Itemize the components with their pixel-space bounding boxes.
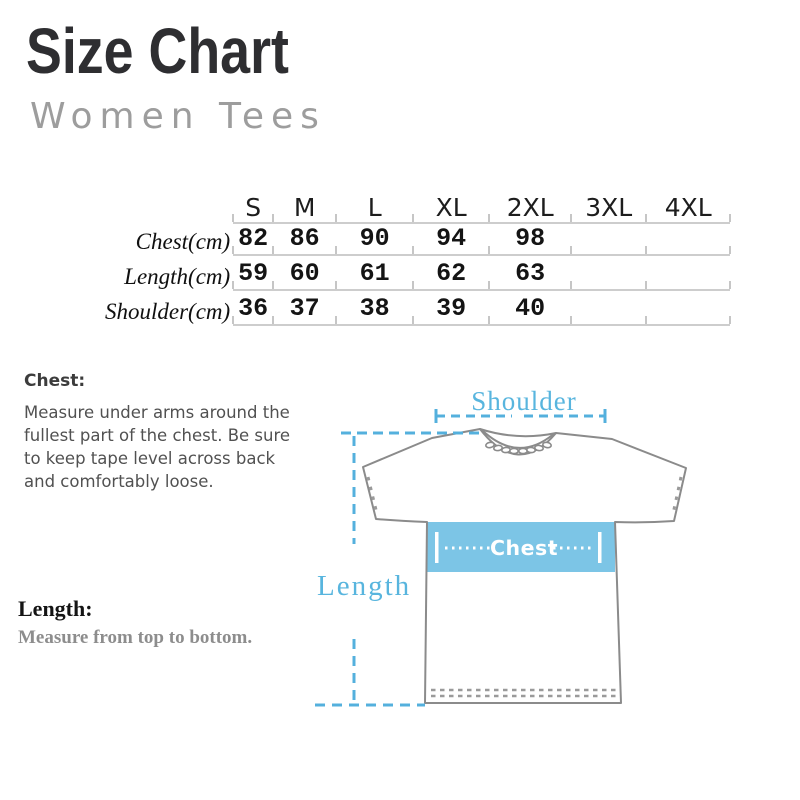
collar-stitch-chain — [485, 441, 552, 455]
page-title: Size Chart — [26, 15, 289, 87]
chest-value-m: 86 — [272, 223, 337, 256]
col-header-3xl: 3XL — [570, 193, 647, 224]
col-header-2xl: 2XL — [488, 193, 572, 224]
length-instruction-heading: Length: — [18, 596, 93, 621]
chest-value-s: 82 — [232, 223, 274, 256]
col-header-4xl: 4XL — [645, 193, 732, 224]
collar-inner-arc — [482, 430, 554, 449]
row-label-length: Length(cm) — [124, 264, 231, 289]
table-row-chest: Chest(cm) 82 86 90 94 98 — [105, 223, 732, 256]
col-header-xl: XL — [412, 193, 490, 224]
collar-outer-arc — [479, 428, 557, 456]
chest-value-4xl — [645, 223, 732, 256]
shoulder-value-3xl — [570, 290, 647, 326]
chest-instruction-heading: Chest: — [24, 371, 86, 391]
length-measure-label: Length — [317, 570, 412, 602]
shoulder-value-m: 37 — [272, 290, 337, 326]
shoulder-value-s: 36 — [232, 290, 274, 326]
table-row-length: Length(cm) 59 60 61 62 63 — [105, 255, 732, 291]
col-header-l: L — [335, 193, 414, 224]
chest-measure-label: Chest — [489, 536, 559, 560]
chest-instruction-line: Measure under arms around the — [24, 403, 290, 422]
length-instruction-text: Measure from top to bottom. — [18, 627, 253, 648]
tshirt-outline — [362, 428, 687, 704]
shoulder-value-4xl — [645, 290, 732, 326]
length-value-xl: 62 — [412, 255, 490, 291]
chest-value-l: 90 — [335, 223, 414, 256]
length-value-2xl: 63 — [488, 255, 572, 291]
chest-value-xl: 94 — [412, 223, 490, 256]
measurement-lines — [315, 409, 607, 707]
chest-value-3xl — [570, 223, 647, 256]
length-value-m: 60 — [272, 255, 337, 291]
size-table: S M L XL 2XL 3XL 4XL Chest(cm) 82 86 90 … — [105, 193, 732, 326]
length-value-l: 61 — [335, 255, 414, 291]
chest-instruction-line: and comfortably loose. — [24, 472, 214, 491]
length-value-s: 59 — [232, 255, 274, 291]
row-label-shoulder: Shoulder(cm) — [105, 299, 231, 324]
page-subtitle: Women Tees — [30, 96, 326, 137]
stitching — [366, 476, 683, 698]
shoulder-value-xl: 39 — [412, 290, 490, 326]
col-header-m: M — [272, 193, 337, 224]
shoulder-measure-label: Shoulder — [471, 386, 577, 416]
chest-measure-marks — [435, 532, 602, 563]
col-header-s: S — [232, 193, 274, 224]
size-table-header-row: S M L XL 2XL 3XL 4XL — [105, 193, 732, 224]
chest-instructions: Chest: Measure under arms around the ful… — [24, 371, 324, 493]
length-instructions: Length: Measure from top to bottom. — [18, 596, 318, 649]
chest-instruction-line: fullest part of the chest. Be sure — [24, 426, 291, 445]
table-row-shoulder: Shoulder(cm) 36 37 38 39 40 — [105, 290, 732, 326]
shoulder-value-l: 38 — [335, 290, 414, 326]
chest-band — [427, 522, 615, 572]
shoulder-value-2xl: 40 — [488, 290, 572, 326]
row-label-chest: Chest(cm) — [135, 229, 231, 254]
length-value-3xl — [570, 255, 647, 291]
length-value-4xl — [645, 255, 732, 291]
chest-instruction-line: to keep tape level across back — [24, 449, 276, 468]
chest-value-2xl: 98 — [488, 223, 572, 256]
